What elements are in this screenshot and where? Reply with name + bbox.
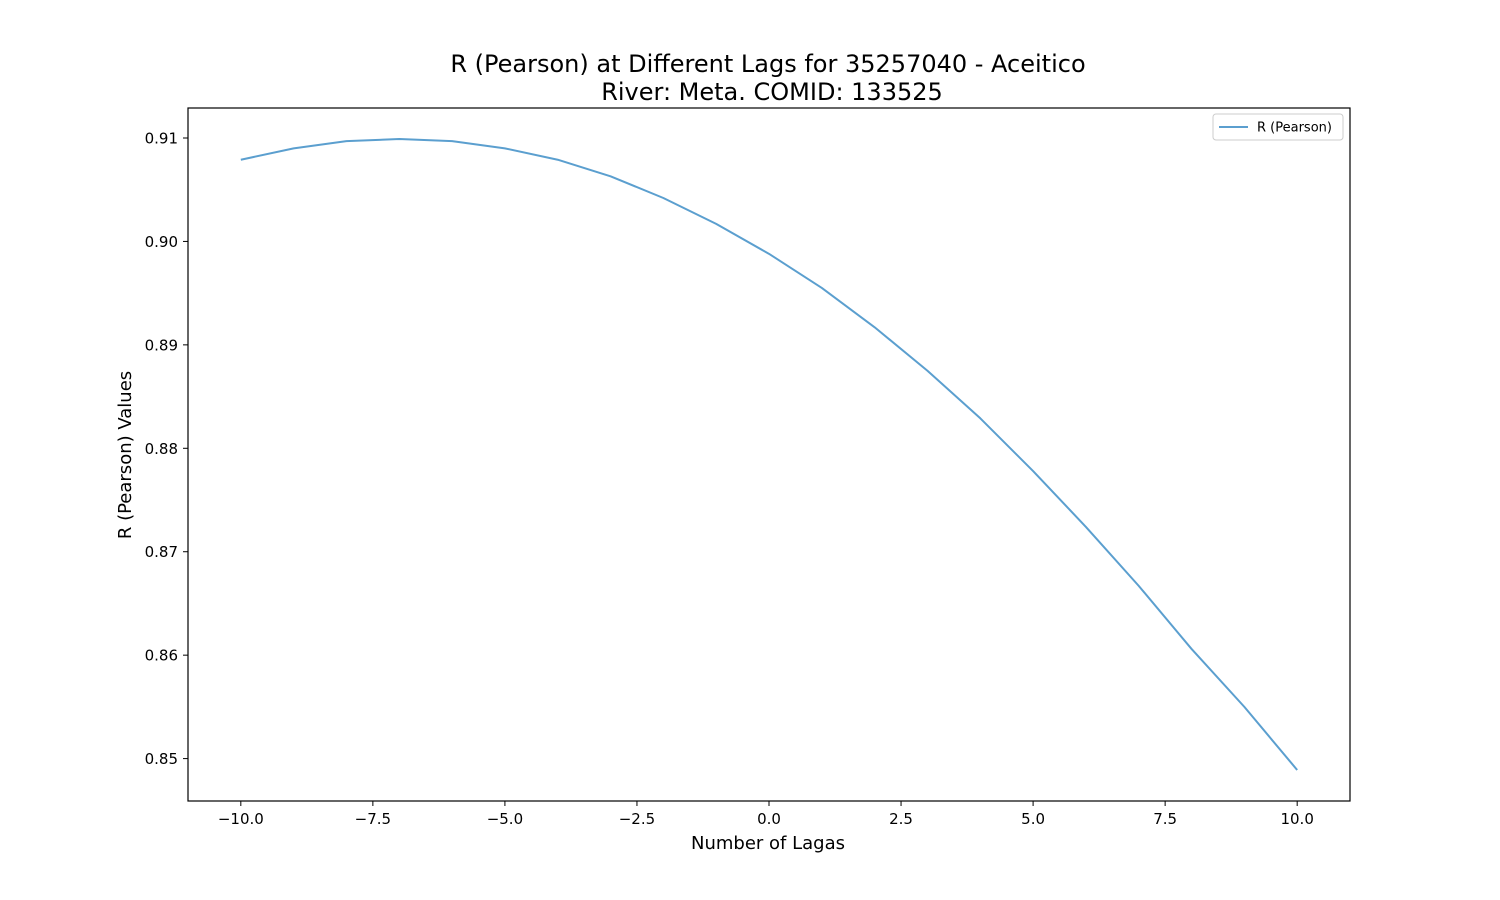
- y-tick-label: 0.86: [145, 647, 178, 665]
- y-axis: 0.85 0.86 0.87 0.88 0.89 0.90 0.91: [145, 129, 188, 768]
- x-tick-label: −2.5: [619, 810, 655, 828]
- x-axis: −10.0 −7.5 −5.0 −2.5 0.0 2.5 5.0 7.5 10.0: [218, 801, 1314, 828]
- x-tick-label: 7.5: [1153, 810, 1177, 828]
- x-tick-label: −5.0: [487, 810, 523, 828]
- chart-title: R (Pearson) at Different Lags for 352570…: [450, 50, 1085, 78]
- x-tick-label: 5.0: [1021, 810, 1045, 828]
- legend-label: R (Pearson): [1257, 121, 1332, 136]
- legend-box: [1212, 113, 1344, 141]
- y-tick-label: 0.85: [145, 750, 178, 768]
- x-tick-label: 0.0: [757, 810, 781, 828]
- legend: R (Pearson): [1212, 113, 1344, 141]
- series-line: [240, 138, 1298, 771]
- y-tick-label: 0.90: [145, 233, 178, 251]
- x-tick-label: −10.0: [218, 810, 264, 828]
- y-tick-label: 0.91: [145, 129, 178, 147]
- x-tick-label: 2.5: [889, 810, 913, 828]
- y-tick-label: 0.89: [145, 336, 178, 354]
- x-tick-label: 10.0: [1280, 810, 1313, 828]
- series-layer: [240, 138, 1298, 771]
- x-tick-label: −7.5: [355, 810, 391, 828]
- y-tick-label: 0.87: [145, 543, 178, 561]
- plot-area: [188, 108, 1350, 801]
- y-tick-label: 0.88: [145, 440, 178, 458]
- y-axis-label: R (Pearson) Values: [115, 371, 136, 539]
- plot-frame: [187, 107, 1351, 802]
- x-axis-label: Number of Lagas: [691, 833, 845, 854]
- chart-subtitle: River: Meta. COMID: 133525: [601, 78, 943, 106]
